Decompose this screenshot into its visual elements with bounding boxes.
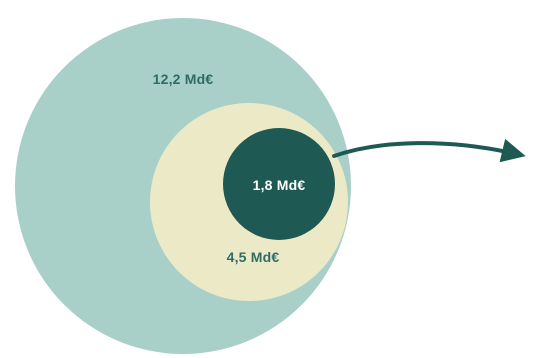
inner-circle-label: 1,8 Md€: [253, 177, 306, 193]
middle-circle-label: 4,5 Md€: [227, 249, 280, 265]
inner-circle: [223, 128, 335, 240]
outgoing-arrow: [332, 138, 526, 163]
outer-circle-label: 12,2 Md€: [153, 71, 214, 87]
